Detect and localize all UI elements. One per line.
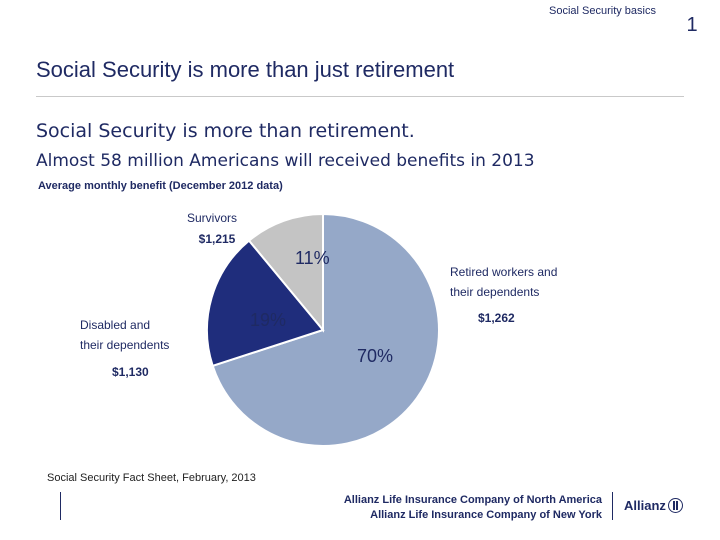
slice-percent-label: 70% bbox=[357, 346, 393, 366]
allianz-logo: Allianz bbox=[624, 498, 683, 513]
slice-name-label: their dependents bbox=[450, 285, 539, 299]
logo-text: Allianz bbox=[624, 498, 666, 513]
slice-percent-label: 19% bbox=[250, 310, 286, 330]
title-divider bbox=[36, 96, 684, 97]
pie-slice-2 bbox=[247, 212, 324, 333]
pie-slice-0 bbox=[211, 212, 440, 447]
company-line-1: Allianz Life Insurance Company of North … bbox=[343, 494, 602, 506]
slide-title: Social Security is more than just retire… bbox=[36, 57, 455, 82]
page-number: 1 bbox=[664, 14, 720, 48]
slice-name-label: Disabled and bbox=[80, 318, 150, 332]
footer-right-bar bbox=[612, 492, 613, 520]
slice-name-label: Retired workers and bbox=[450, 265, 557, 279]
source-note: Social Security Fact Sheet, February, 20… bbox=[47, 472, 256, 484]
pie-slice-1 bbox=[206, 239, 325, 368]
slide-headline: Social Security is more than retirement. bbox=[36, 120, 415, 142]
slice-name-label: Survivors bbox=[187, 211, 237, 225]
company-names: Allianz Life Insurance Company of North … bbox=[344, 493, 602, 523]
allianz-eagle-icon bbox=[667, 498, 683, 513]
slice-benefit-label: $1,215 bbox=[199, 232, 236, 246]
slice-benefit-label: $1,262 bbox=[478, 311, 515, 325]
company-line-2: Allianz Life Insurance Company of New Yo… bbox=[370, 509, 602, 521]
chart-note: Average monthly benefit (December 2012 d… bbox=[38, 180, 283, 192]
footer-left-bar bbox=[60, 492, 61, 520]
slice-benefit-label: $1,130 bbox=[112, 365, 149, 379]
slide-subheadline: Almost 58 million Americans will receive… bbox=[36, 151, 535, 171]
slice-name-label: their dependents bbox=[80, 338, 169, 352]
section-label: Social Security basics bbox=[549, 5, 656, 17]
slice-percent-label: 11% bbox=[295, 248, 330, 268]
